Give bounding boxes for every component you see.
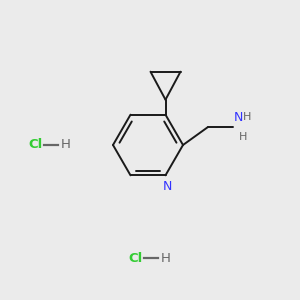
- Text: N: N: [234, 111, 243, 124]
- Text: N: N: [163, 180, 172, 193]
- Text: Cl: Cl: [128, 251, 142, 265]
- Text: H: H: [61, 139, 71, 152]
- Text: Cl: Cl: [28, 139, 42, 152]
- Text: H: H: [161, 251, 171, 265]
- Text: H: H: [239, 132, 248, 142]
- Text: H: H: [243, 112, 251, 122]
